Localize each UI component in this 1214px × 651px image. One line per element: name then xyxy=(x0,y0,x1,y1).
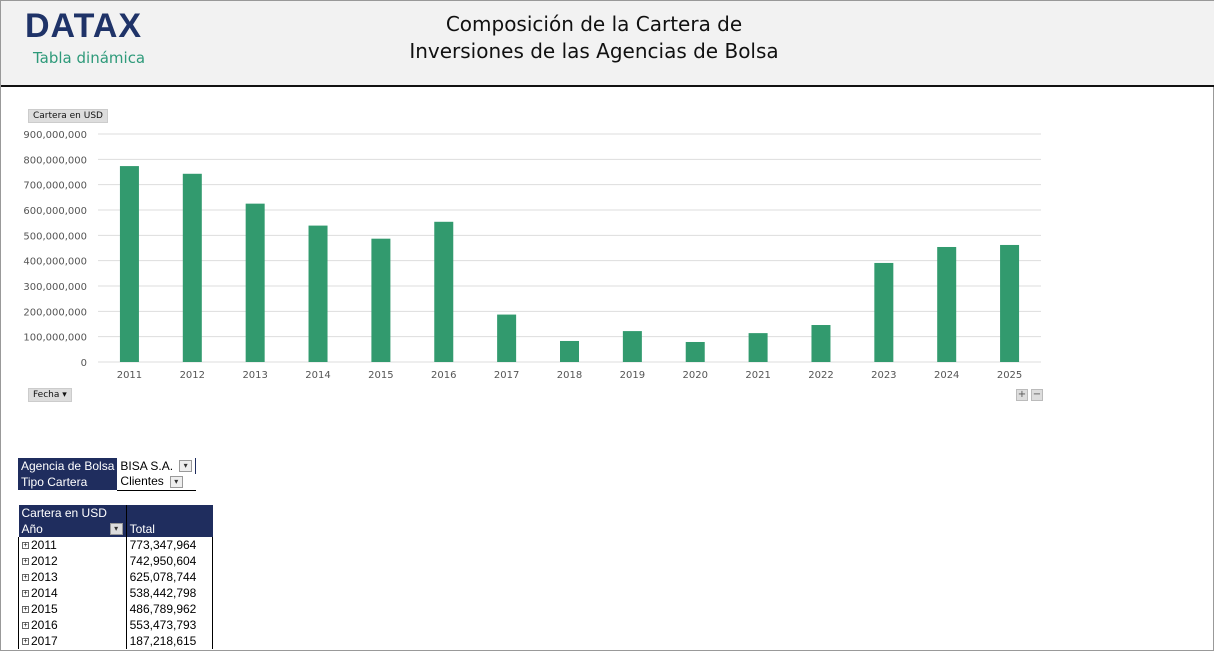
bar-2023[interactable] xyxy=(874,262,894,362)
year-cell: 2012 xyxy=(31,553,58,568)
x-tick-label: 2012 xyxy=(180,370,205,381)
expand-icon[interactable]: + xyxy=(22,637,29,645)
y-tick-label: 400,000,000 xyxy=(23,257,87,268)
total-cell: 187,218,615 xyxy=(125,633,214,649)
x-tick-label: 2019 xyxy=(620,370,645,381)
total-cell: 486,789,962 xyxy=(125,601,214,617)
year-cell: 2016 xyxy=(31,617,58,632)
title-line-2: Inversiones de las Agencias de Bolsa xyxy=(409,39,779,63)
bar-2025[interactable] xyxy=(1000,244,1020,362)
x-tick-label: 2014 xyxy=(305,370,330,381)
pivot-table: Cartera en USD Año ▾ Total +2011 773,347,96… xyxy=(18,505,214,649)
table-row: +2016 553,473,793 xyxy=(18,617,214,633)
row-label-header: Año xyxy=(21,521,43,536)
bar-chart: 0 100,000,000 200,000,000 300,000,000 400,00… xyxy=(23,130,1041,381)
filter-icon[interactable]: ▾ xyxy=(169,476,183,489)
bar-2018[interactable] xyxy=(560,340,579,362)
expand-icon[interactable]: + xyxy=(22,541,29,549)
header: DATAX Tabla dinámica Composición de la C… xyxy=(1,1,1214,87)
total-cell: 742,950,604 xyxy=(125,553,214,569)
year-cell: 2017 xyxy=(31,633,58,648)
x-tick-label: 2016 xyxy=(431,370,456,381)
dropdown-arrow-icon: ▾ xyxy=(62,390,67,400)
year-cell: 2014 xyxy=(31,585,58,600)
total-header: Total xyxy=(125,521,213,537)
y-tick-label: 500,000,000 xyxy=(23,231,87,242)
x-tick-label: 2020 xyxy=(683,370,708,381)
y-tick-label: 0 xyxy=(81,358,87,369)
y-tick-label: 100,000,000 xyxy=(23,333,87,344)
expand-icon[interactable]: + xyxy=(22,573,29,581)
x-tick-label: 2018 xyxy=(557,370,582,381)
table-row: +2014 538,442,798 xyxy=(18,585,214,601)
x-tick-label: 2025 xyxy=(997,370,1022,381)
x-tick-label: 2017 xyxy=(494,370,519,381)
bar-2017[interactable] xyxy=(497,314,517,362)
table-row: +2015 486,789,962 xyxy=(18,601,214,617)
subtitle: Tabla dinámica xyxy=(33,49,146,67)
x-tick-label: 2024 xyxy=(934,370,959,381)
filter-row: Tipo Cartera Clientes ▾ xyxy=(18,474,196,491)
table-row: +2011 773,347,964 xyxy=(18,537,214,553)
filter-label: Agencia de Bolsa xyxy=(18,458,118,474)
filter-icon[interactable]: ▾ xyxy=(179,460,193,473)
year-cell: 2013 xyxy=(31,569,58,584)
table-row: +2017 187,218,615 xyxy=(18,633,214,649)
y-tick-label: 700,000,000 xyxy=(23,181,87,192)
bar-2020[interactable] xyxy=(685,341,705,362)
filter-table: Agencia de Bolsa BISA S.A. ▾ Tipo Cartera C… xyxy=(18,458,197,491)
filter-label: Tipo Cartera xyxy=(18,474,118,490)
axis-field-label: Fecha xyxy=(33,390,60,400)
logo: DATAX xyxy=(25,7,143,45)
x-tick-label: 2022 xyxy=(808,370,833,381)
bar-2015[interactable] xyxy=(371,238,391,362)
bar-2011[interactable] xyxy=(119,166,139,362)
y-tick-label: 800,000,000 xyxy=(23,155,87,166)
year-cell: 2011 xyxy=(31,537,57,552)
table-row: +2012 742,950,604 xyxy=(18,553,214,569)
expand-icon[interactable]: + xyxy=(22,605,29,613)
x-tick-label: 2011 xyxy=(117,370,142,381)
collapse-button[interactable]: − xyxy=(1031,389,1043,401)
expand-icon[interactable]: + xyxy=(22,557,29,565)
expand-button[interactable]: + xyxy=(1016,389,1028,401)
total-cell: 625,078,744 xyxy=(125,569,214,585)
expand-icon[interactable]: + xyxy=(22,621,29,629)
x-tick-label: 2023 xyxy=(871,370,896,381)
value-field-button[interactable]: Cartera en USD xyxy=(28,109,108,123)
x-tick-label: 2015 xyxy=(368,370,393,381)
bar-2022[interactable] xyxy=(811,325,831,362)
filter-value: BISA S.A. xyxy=(120,458,174,473)
bar-2013[interactable] xyxy=(245,203,265,362)
page-title: Composición de la Cartera de Inversiones… xyxy=(341,11,847,65)
x-tick-label: 2021 xyxy=(745,370,770,381)
y-tick-label: 300,000,000 xyxy=(23,282,87,293)
year-cell: 2015 xyxy=(31,601,58,616)
axis-field-button[interactable]: Fecha ▾ xyxy=(28,388,72,402)
x-tick-label: 2013 xyxy=(242,370,267,381)
total-cell: 553,473,793 xyxy=(125,617,214,633)
bar-2021[interactable] xyxy=(748,333,768,362)
bar-2014[interactable] xyxy=(308,225,328,362)
total-cell: 538,442,798 xyxy=(125,585,214,601)
y-tick-label: 600,000,000 xyxy=(23,206,87,217)
filter-value: Clientes xyxy=(120,474,164,489)
y-tick-label: 900,000,000 xyxy=(23,130,87,141)
filter-row: Agencia de Bolsa BISA S.A. ▾ xyxy=(18,458,197,474)
bar-2024[interactable] xyxy=(937,246,957,362)
bar-2019[interactable] xyxy=(622,331,642,362)
title-line-1: Composición de la Cartera de xyxy=(445,12,743,36)
row-filter-dropdown-icon[interactable]: ▾ xyxy=(109,522,123,535)
total-cell: 773,347,964 xyxy=(125,537,214,553)
pivot-value-header: Cartera en USD xyxy=(21,505,107,520)
table-row: +2013 625,078,744 xyxy=(18,569,214,585)
y-tick-label: 200,000,000 xyxy=(23,307,87,318)
bar-2016[interactable] xyxy=(434,221,454,362)
bar-2012[interactable] xyxy=(182,173,202,362)
expand-icon[interactable]: + xyxy=(22,589,29,597)
